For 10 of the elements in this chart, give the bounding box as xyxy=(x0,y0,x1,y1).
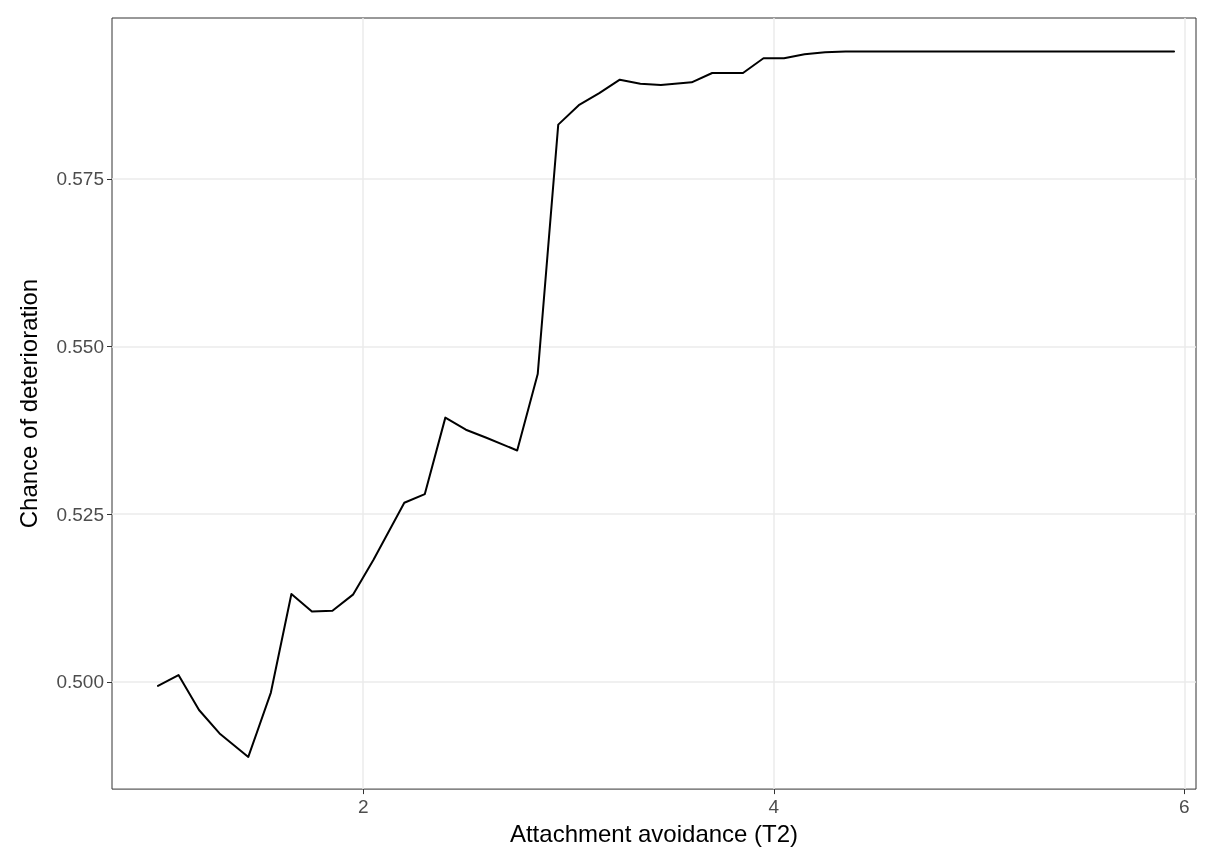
y-tick-label: 0.575 xyxy=(56,168,104,190)
y-tick-label: 0.550 xyxy=(56,336,104,358)
x-axis-title: Attachment avoidance (T2) xyxy=(509,819,799,847)
line-series xyxy=(156,50,1176,758)
x-tick-label: 4 xyxy=(768,796,780,818)
y-tick-label: 0.500 xyxy=(56,671,104,693)
x-tick-label: 2 xyxy=(357,796,369,818)
y-tick-label: 0.525 xyxy=(56,503,104,525)
x-tick-label: 6 xyxy=(1179,796,1190,818)
y-axis-title: Chance of deterioration xyxy=(14,278,42,529)
